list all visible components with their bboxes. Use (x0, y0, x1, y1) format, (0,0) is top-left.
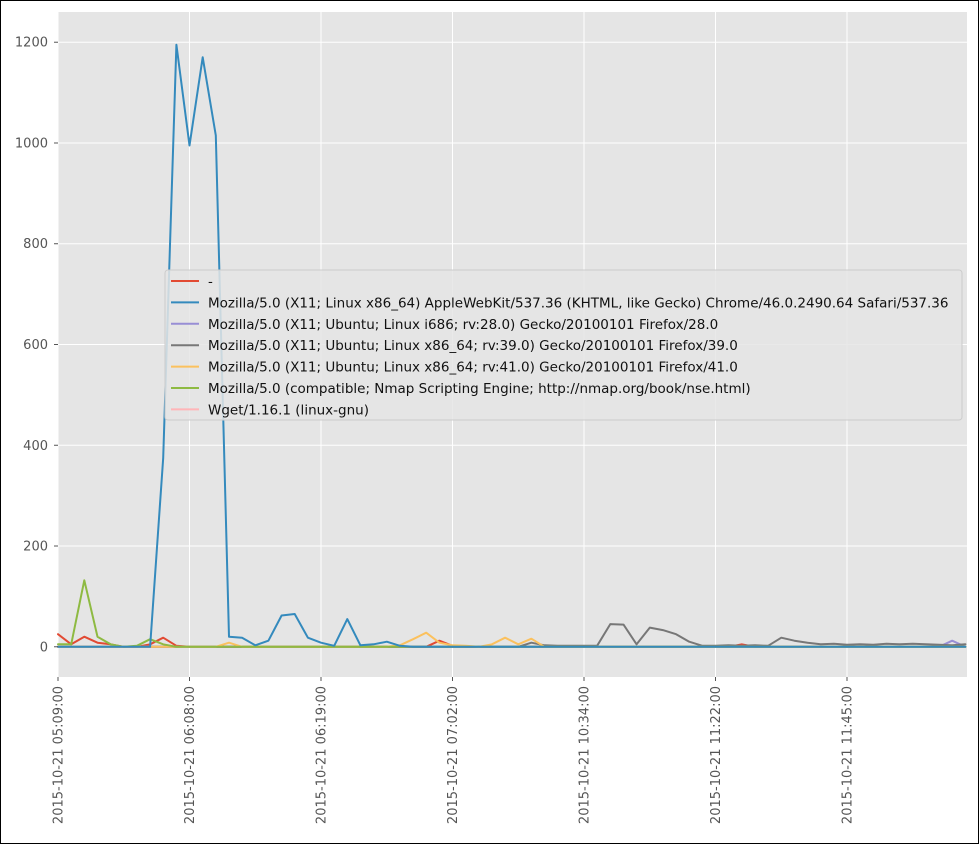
series-line-1 (57, 43, 967, 648)
y-tick-label: 600 (23, 338, 48, 353)
x-tick-label: 2015-10-21 10:34:00 (578, 686, 593, 824)
x-tick-label: 2015-10-21 06:19:00 (315, 686, 330, 824)
legend-label: Mozilla/5.0 (X11; Ubuntu; Linux x86_64; … (208, 338, 738, 354)
x-tick-label: 2015-10-21 06:08:00 (183, 686, 198, 824)
y-tick-label: 400 (23, 439, 48, 454)
x-tick-label: 2015-10-21 11:45:00 (841, 686, 856, 824)
legend: - Mozilla/5.0 (X11; Linux x86_64) AppleWe… (164, 269, 963, 421)
x-axis-ticks: 2015-10-21 05:09:00 2015-10-21 06:08:00 20… (52, 677, 856, 824)
y-tick-label: 0 (40, 640, 48, 655)
legend-label: Mozilla/5.0 (X11; Linux x86_64) AppleWeb… (208, 295, 948, 311)
legend-label: Mozilla/5.0 (compatible; Nmap Scripting … (208, 381, 751, 397)
x-tick-label: 2015-10-21 11:22:00 (709, 686, 724, 824)
legend-box (164, 269, 963, 421)
legend-label: - (208, 274, 213, 290)
x-tick-label: 2015-10-21 07:02:00 (446, 686, 461, 824)
x-tick-label: 2015-10-21 05:09:00 (52, 686, 67, 824)
y-tick-label: 800 (23, 237, 48, 252)
series-lines (57, 43, 967, 648)
y-tick-label: 1200 (15, 36, 48, 51)
legend-label: Mozilla/5.0 (X11; Ubuntu; Linux x86_64; … (208, 360, 738, 376)
y-axis-ticks: 0 200 400 600 800 1000 1200 (15, 36, 58, 655)
y-tick-label: 1000 (15, 136, 48, 151)
legend-label: Wget/1.16.1 (linux-gnu) (208, 402, 369, 418)
legend-label: Mozilla/5.0 (X11; Ubuntu; Linux i686; rv… (208, 317, 718, 333)
y-tick-label: 200 (23, 540, 48, 555)
